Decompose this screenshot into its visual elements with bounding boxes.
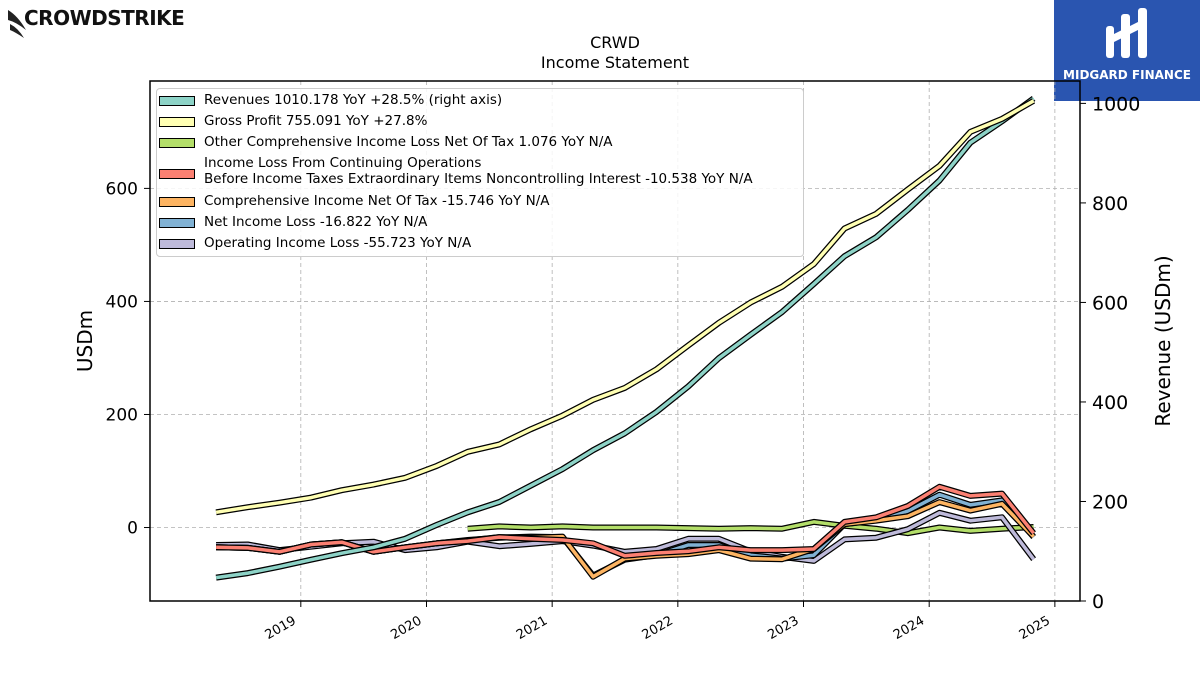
midgard-finance-logo: MIDGARD FINANCE: [1054, 0, 1200, 101]
y-tick-label-right: 400: [1092, 392, 1128, 414]
x-tick-label: 2025: [1017, 613, 1053, 643]
legend-swatch: [159, 117, 195, 127]
legend-swatch: [159, 239, 195, 249]
series-lines: [215, 95, 1036, 581]
crowdstrike-wordmark: CROWDSTRIKE: [24, 6, 185, 30]
y-tick-label-right: 0: [1092, 591, 1104, 613]
midgard-emblem-icon: [1106, 8, 1147, 58]
midgard-wordmark: MIDGARD FINANCE: [1063, 68, 1191, 82]
legend-label: Other Comprehensive Income Loss Net Of T…: [204, 134, 613, 150]
plot-frame: [149, 80, 1081, 602]
series-line-3: [216, 485, 1035, 558]
legend-label: Revenues 1010.178 YoY +28.5% (right axis…: [204, 92, 503, 108]
legend-swatch: [159, 197, 195, 207]
y-tick-label-left: 0: [127, 519, 138, 539]
x-tick-label: 2020: [388, 613, 424, 643]
y-tick-label-right: 1000: [1092, 93, 1140, 115]
falcon-icon: [8, 10, 26, 38]
legend-label: Income Loss From Continuing Operations Be…: [204, 155, 753, 187]
y-tick-label-right: 200: [1092, 491, 1128, 513]
y-tick-label-left: 200: [106, 405, 138, 425]
chart-title: CRWD: [590, 33, 640, 52]
series-line-2: [467, 520, 1034, 535]
x-tick-label: 2022: [640, 613, 676, 643]
x-tick-label: 2019: [263, 613, 299, 643]
y-axis-label-right: Revenue (USDm): [1151, 255, 1175, 426]
legend-label: Gross Profit 755.091 YoY +27.8%: [204, 113, 428, 129]
y-tick-label-left: 400: [106, 292, 138, 312]
chart-legend: Revenues 1010.178 YoY +28.5% (right axis…: [156, 88, 804, 257]
y-tick-label-right: 600: [1092, 292, 1128, 314]
legend-swatch: [159, 218, 195, 228]
x-tick-label: 2021: [514, 613, 550, 643]
x-tick-label: 2023: [765, 613, 801, 643]
series-line-1: [215, 99, 1035, 515]
y-tick-label-right: 800: [1092, 193, 1128, 215]
legend-label: Comprehensive Income Net Of Tax -15.746 …: [204, 193, 550, 209]
series-line-0: [215, 96, 1035, 580]
series-line-4: [216, 500, 1035, 579]
y-tick-label-left: 600: [106, 179, 138, 199]
legend-swatch: [159, 96, 195, 106]
x-tick-label: 2024: [891, 613, 927, 643]
chart-subtitle: Income Statement: [540, 53, 690, 72]
legend-label: Operating Income Loss -55.723 YoY N/A: [204, 235, 472, 251]
y-axis-label-left: USDm: [73, 310, 97, 372]
legend-label: Net Income Loss -16.822 YoY N/A: [204, 214, 428, 230]
crowdstrike-logo: CROWDSTRIKE: [6, 4, 206, 40]
legend-swatch: [159, 138, 195, 148]
legend-swatch: [159, 169, 195, 179]
